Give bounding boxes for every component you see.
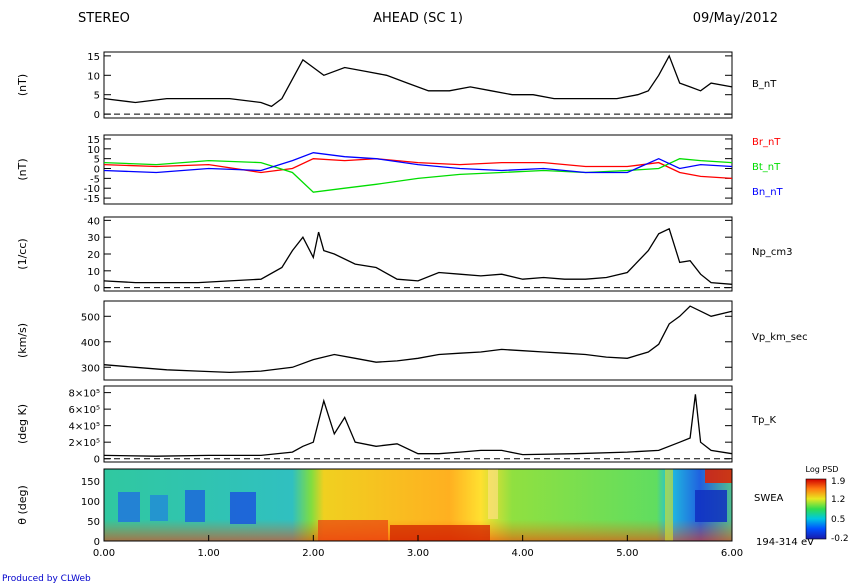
series-np-cm3-line xyxy=(103,227,733,285)
colorbar-title: Log PSD xyxy=(806,465,839,474)
panel-4-ytick-label: 4×10⁵ xyxy=(69,422,100,433)
series-br-nt-line xyxy=(103,158,733,180)
energy-label: 194-314 eV xyxy=(756,537,814,548)
panel-4-ytick-label: 8×10⁵ xyxy=(69,389,100,400)
panel-1-ytick-label: 0 xyxy=(94,165,100,176)
series-b-nt-label: B_nT xyxy=(752,79,777,90)
series-bt-nt-label: Bt_nT xyxy=(752,162,781,173)
colorbar xyxy=(805,478,827,540)
panel-0-ytick-label: 0 xyxy=(94,110,100,121)
panel-1-ytick-label: -10 xyxy=(84,184,100,195)
panel-3-frame xyxy=(103,300,733,381)
panel-1-ytick-label: -5 xyxy=(90,174,100,185)
panel-2-ytick-label: 40 xyxy=(87,216,100,227)
panel-2-ylabel: (1/cc) xyxy=(16,238,29,269)
panel-3-ytick-label: 300 xyxy=(81,363,100,374)
panel-1-ytick-label: -15 xyxy=(84,194,100,205)
series-bn-nt-label: Bn_nT xyxy=(752,187,784,198)
panel-4-ytick-label: 0 xyxy=(94,455,100,466)
panel-2-ytick-label: 0 xyxy=(94,284,100,295)
x-tick-label: 3.00 xyxy=(407,548,429,559)
series-vp-km-sec-line xyxy=(103,305,733,374)
panel-2-frame xyxy=(103,216,733,292)
panel-4-ylabel: (deg K) xyxy=(16,404,29,444)
panel-3-ytick-label: 500 xyxy=(81,312,100,323)
panel-1-ylabel: (nT) xyxy=(16,158,29,180)
colorbar-tick-2: 0.5 xyxy=(831,515,845,525)
header-center: AHEAD (SC 1) xyxy=(373,11,463,26)
panel-0-ylabel: (nT) xyxy=(16,74,29,96)
x-tick-label: 4.00 xyxy=(512,548,534,559)
panel-2-ytick-label: 10 xyxy=(87,267,100,278)
panel-0-ytick-label: 15 xyxy=(87,52,100,63)
panel-1-ytick-label: 15 xyxy=(87,135,100,146)
series-bt-nt-line xyxy=(103,158,733,193)
panel-5-ylabel: θ (deg) xyxy=(16,485,29,525)
panel-1-frame xyxy=(103,134,733,205)
panel-0-ytick-label: 5 xyxy=(94,91,100,102)
panel-5-ytick-label: 50 xyxy=(87,517,100,528)
header-left: STEREO xyxy=(78,11,130,26)
series-vp-km-sec-label: Vp_km_sec xyxy=(752,332,808,343)
series-bn-nt-line xyxy=(103,152,733,174)
colorbar-tick-1: 1.2 xyxy=(831,495,845,505)
colorbar-tick-3: -0.2 xyxy=(831,534,849,544)
panel-4-ytick-label: 6×10⁵ xyxy=(69,405,100,416)
panel-3-ytick-label: 400 xyxy=(81,338,100,349)
series-tp-k-line xyxy=(103,394,733,457)
panel-2-ytick-label: 30 xyxy=(87,233,100,244)
x-tick-label: 2.00 xyxy=(302,548,324,559)
panel-5-ytick-label: 100 xyxy=(81,497,100,508)
x-tick-label: 6.00 xyxy=(721,548,743,559)
x-tick-label: 0.00 xyxy=(93,548,115,559)
header-right: 09/May/2012 xyxy=(693,11,778,26)
series-br-nt-label: Br_nT xyxy=(752,137,781,148)
panel-0-ytick-label: 10 xyxy=(87,71,100,82)
panel-1-ytick-label: 10 xyxy=(87,145,100,156)
x-tick-label: 5.00 xyxy=(616,548,638,559)
swea-label: SWEA xyxy=(754,493,784,504)
colorbar-tick-0: 1.9 xyxy=(831,477,846,487)
panel-0-frame xyxy=(103,51,733,119)
panel-1-ytick-label: 5 xyxy=(94,155,100,166)
series-b-nt-line xyxy=(103,54,733,108)
x-tick-label: 1.00 xyxy=(198,548,220,559)
series-tp-k-label: Tp_K xyxy=(751,415,776,426)
swea-heatmap xyxy=(104,469,732,541)
panel-5-ytick-label: 0 xyxy=(94,537,100,548)
panel-5-ytick-label: 150 xyxy=(81,477,100,488)
panel-4-ytick-label: 2×10⁵ xyxy=(69,438,100,449)
panel-2-ytick-label: 20 xyxy=(87,250,100,261)
footer-credit: Produced by CLWeb xyxy=(2,574,91,584)
panel-3-ylabel: (km/s) xyxy=(16,323,29,358)
panel-4-frame xyxy=(103,385,733,463)
series-np-cm3-label: Np_cm3 xyxy=(752,247,792,258)
